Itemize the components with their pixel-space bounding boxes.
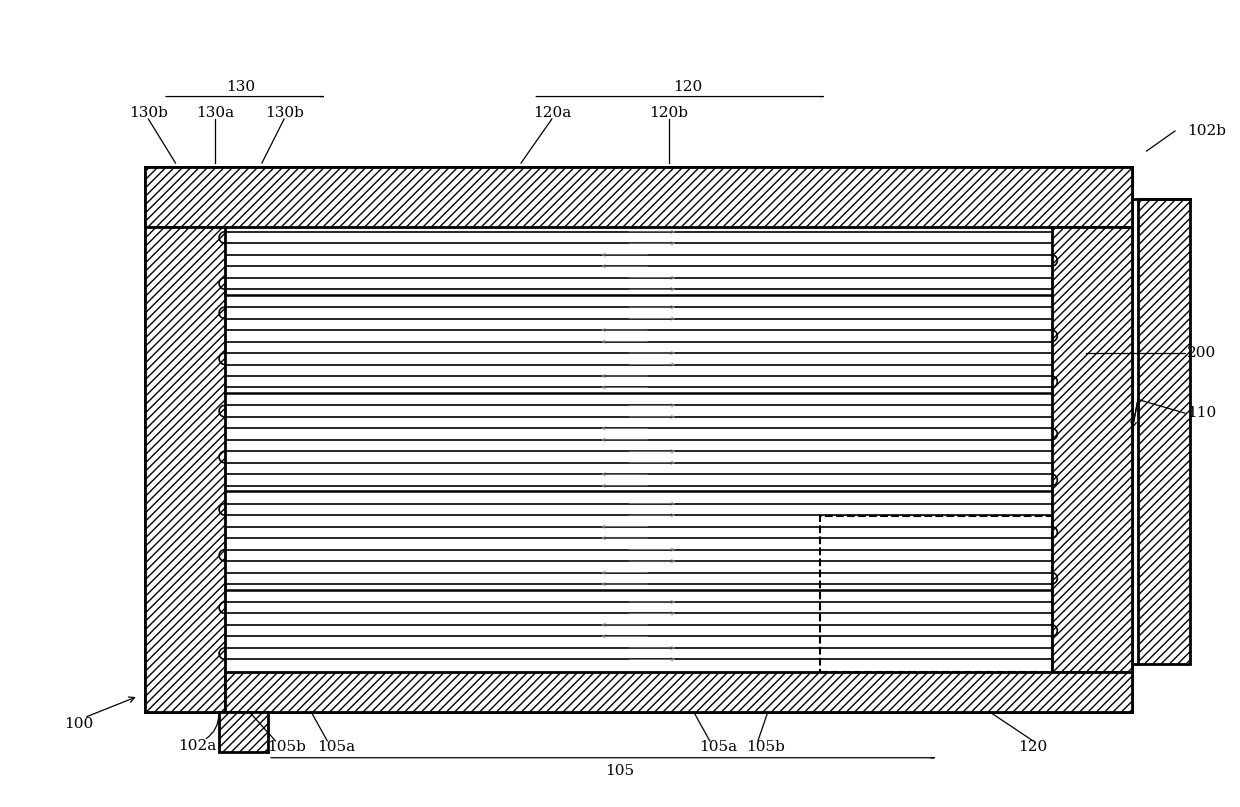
- Text: 105a: 105a: [699, 739, 738, 754]
- Bar: [224, 228, 1052, 672]
- Bar: [224, 672, 1132, 712]
- Text: 105a: 105a: [317, 739, 355, 754]
- Text: 105: 105: [605, 763, 635, 778]
- Bar: [1052, 228, 1132, 672]
- Text: 130: 130: [227, 80, 255, 94]
- Bar: [820, 516, 1052, 672]
- Text: 120: 120: [673, 80, 702, 94]
- Bar: [145, 167, 1132, 228]
- Bar: [145, 167, 1132, 712]
- Text: 120b: 120b: [650, 107, 688, 120]
- Text: 110: 110: [1188, 406, 1216, 420]
- Text: 105b: 105b: [746, 739, 785, 754]
- Text: 130a: 130a: [196, 107, 234, 120]
- Bar: [145, 228, 224, 712]
- Bar: [1138, 199, 1189, 664]
- Text: 130b: 130b: [264, 107, 304, 120]
- Text: 130b: 130b: [129, 107, 167, 120]
- Text: 120a: 120a: [533, 107, 570, 120]
- Text: 102b: 102b: [1188, 124, 1226, 138]
- Text: 100: 100: [64, 717, 94, 731]
- Text: 102a: 102a: [179, 738, 217, 753]
- Text: 105b: 105b: [267, 739, 306, 754]
- Text: 120: 120: [1018, 739, 1048, 754]
- Text: 200: 200: [1188, 346, 1216, 360]
- Bar: [218, 712, 268, 752]
